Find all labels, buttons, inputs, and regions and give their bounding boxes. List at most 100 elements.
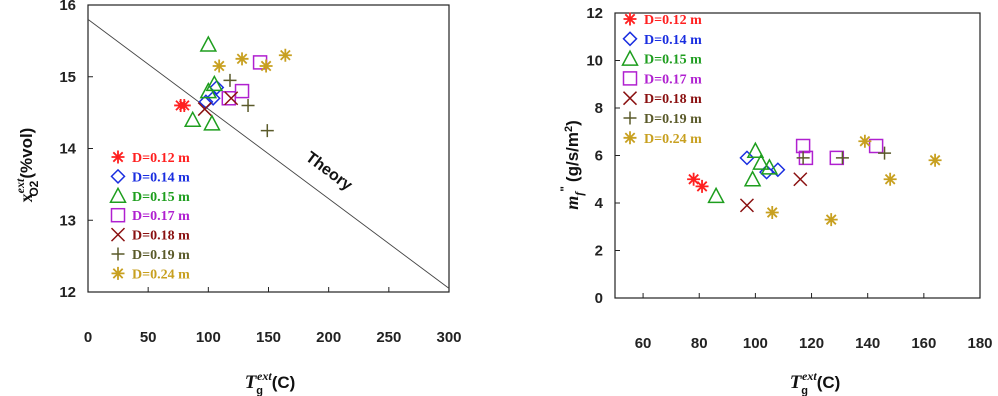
data-point-d-0-19-m <box>223 73 237 87</box>
data-point-d-0-17-m <box>234 83 250 99</box>
legend-label-d-0-18-m: D=0.18 m <box>132 229 190 244</box>
data-point-d-0-12-m <box>177 98 191 112</box>
data-point-d-0-14-m <box>205 90 221 106</box>
x-tick-label: 160 <box>911 335 936 352</box>
data-point-d-0-15-m <box>707 186 725 204</box>
data-point-d-0-15-m <box>199 35 218 52</box>
x-tick-label: 300 <box>436 329 461 346</box>
y-tick-label: 12 <box>59 284 76 301</box>
legend-marker-d-0-15-m <box>621 49 639 66</box>
legend-label-d-0-15-m: D=0.15 m <box>644 53 702 68</box>
data-point-d-0-15-m <box>760 158 779 175</box>
y-tick-label: 2 <box>595 243 603 260</box>
data-point-d-0-24-m <box>928 153 942 167</box>
data-point-d-0-19-m <box>796 151 810 165</box>
legend-marker-d-0-14-m <box>110 168 126 184</box>
right-plot: 60 80 100 120 140 160 180 0 2 4 6 8 10 12 D=0.12 m D=0.… <box>586 5 992 352</box>
data-point-d-0-15-m <box>743 170 762 187</box>
y-tick-label: 8 <box>595 100 603 117</box>
legend-label-d-0-19-m: D=0.19 m <box>132 248 190 263</box>
right-x-axis-title: Tgext(C) <box>790 369 841 396</box>
y-tick-label: 14 <box>59 141 76 158</box>
data-point-d-0-14-m <box>739 150 755 166</box>
data-point-d-0-18-m <box>739 198 754 213</box>
y-tick-label: 0 <box>595 290 603 307</box>
data-point-d-0-14-m <box>209 79 225 96</box>
data-point-d-0-24-m <box>259 59 273 73</box>
theory-label: Theory <box>302 149 355 195</box>
legend-marker-d-0-12-m <box>111 150 125 164</box>
x-tick-label: 80 <box>691 335 708 352</box>
left-plot: 0 50 100 150 200 250 300 12 13 14 15 16 Theory D=0.12… <box>59 0 461 346</box>
data-point-d-0-15-m <box>183 110 202 128</box>
legend-label-d-0-12-m: D=0.12 m <box>644 13 702 28</box>
theory-line <box>87 18 450 289</box>
data-point-d-0-15-m <box>746 141 765 158</box>
data-point-d-0-15-m <box>199 82 218 99</box>
legend-marker-d-0-17-m <box>110 207 126 223</box>
legend-marker-d-0-12-m <box>623 12 637 26</box>
data-point-d-0-19-m <box>241 98 255 112</box>
y-tick-label: 10 <box>586 53 603 70</box>
legend-label-d-0-14-m: D=0.14 m <box>132 170 190 185</box>
data-point-d-0-19-m <box>835 151 849 165</box>
x-tick-label: 150 <box>256 329 281 346</box>
x-tick-label: 200 <box>316 329 341 346</box>
x-tick-label: 50 <box>140 329 157 346</box>
legend-marker-d-0-24-m <box>623 131 637 145</box>
data-point-d-0-17-m <box>221 91 237 106</box>
legend-label-d-0-12-m: D=0.12 m <box>132 151 190 166</box>
legend-marker-d-0-17-m <box>622 71 638 86</box>
legend-marker-d-0-19-m <box>623 111 637 125</box>
x-tick-label: 0 <box>84 329 92 346</box>
legend-marker-d-0-15-m <box>109 186 127 204</box>
legend-marker-d-0-19-m <box>111 247 125 261</box>
legend-label-d-0-17-m: D=0.17 m <box>132 209 190 224</box>
y-tick-label: 6 <box>595 148 603 165</box>
x-tick-label: 100 <box>743 335 768 352</box>
data-point-d-0-15-m <box>752 153 770 170</box>
right-y-axis-title: mf"(g/s/m2) <box>558 120 586 210</box>
data-point-d-0-12-m <box>695 179 709 193</box>
data-point-d-0-24-m <box>278 48 292 62</box>
x-tick-label: 250 <box>376 329 401 346</box>
legend-marker-d-0-14-m <box>622 31 638 47</box>
data-point-d-0-15-m <box>203 114 221 131</box>
data-point-d-0-24-m <box>212 59 226 73</box>
legend-label-d-0-15-m: D=0.15 m <box>132 190 190 205</box>
legend-label-d-0-19-m: D=0.19 m <box>644 112 702 127</box>
x-tick-label: 120 <box>799 335 824 352</box>
x-tick-label: 60 <box>635 335 652 352</box>
legend-marker-d-0-18-m <box>110 227 126 242</box>
data-point-d-0-24-m <box>824 213 838 227</box>
data-point-d-0-18-m <box>224 91 239 106</box>
left-y-axis-title: xextO2(%vol) <box>13 128 41 203</box>
data-point-d-0-12-m <box>687 172 701 186</box>
legend-label-d-0-17-m: D=0.17 m <box>644 72 702 87</box>
legend-label-d-0-24-m: D=0.24 m <box>644 132 702 147</box>
data-point-d-0-15-m <box>205 74 224 92</box>
y-tick-label: 4 <box>595 195 604 212</box>
y-tick-label: 13 <box>59 212 76 229</box>
data-point-d-0-19-m <box>878 146 892 160</box>
x-tick-label: 180 <box>967 335 992 352</box>
y-tick-label: 12 <box>586 5 603 22</box>
data-point-d-0-18-m <box>197 102 212 117</box>
x-tick-label: 140 <box>855 335 880 352</box>
legend-marker-d-0-18-m <box>622 91 638 106</box>
data-point-d-0-24-m <box>883 172 897 186</box>
y-tick-label: 16 <box>59 0 76 14</box>
data-point-d-0-24-m <box>858 134 872 148</box>
legend-label-d-0-24-m: D=0.24 m <box>132 267 190 282</box>
data-point-d-0-24-m <box>765 206 779 219</box>
data-point-d-0-17-m <box>795 138 811 154</box>
data-point-d-0-24-m <box>235 52 249 66</box>
data-point-d-0-17-m <box>868 138 884 154</box>
y-tick-label: 15 <box>59 69 76 86</box>
data-point-d-0-19-m <box>260 124 274 138</box>
data-point-d-0-18-m <box>793 172 808 187</box>
x-tick-label: 100 <box>196 329 221 346</box>
left-x-axis-title: Tgext(C) <box>245 369 296 396</box>
legend-label-d-0-18-m: D=0.18 m <box>644 92 702 107</box>
